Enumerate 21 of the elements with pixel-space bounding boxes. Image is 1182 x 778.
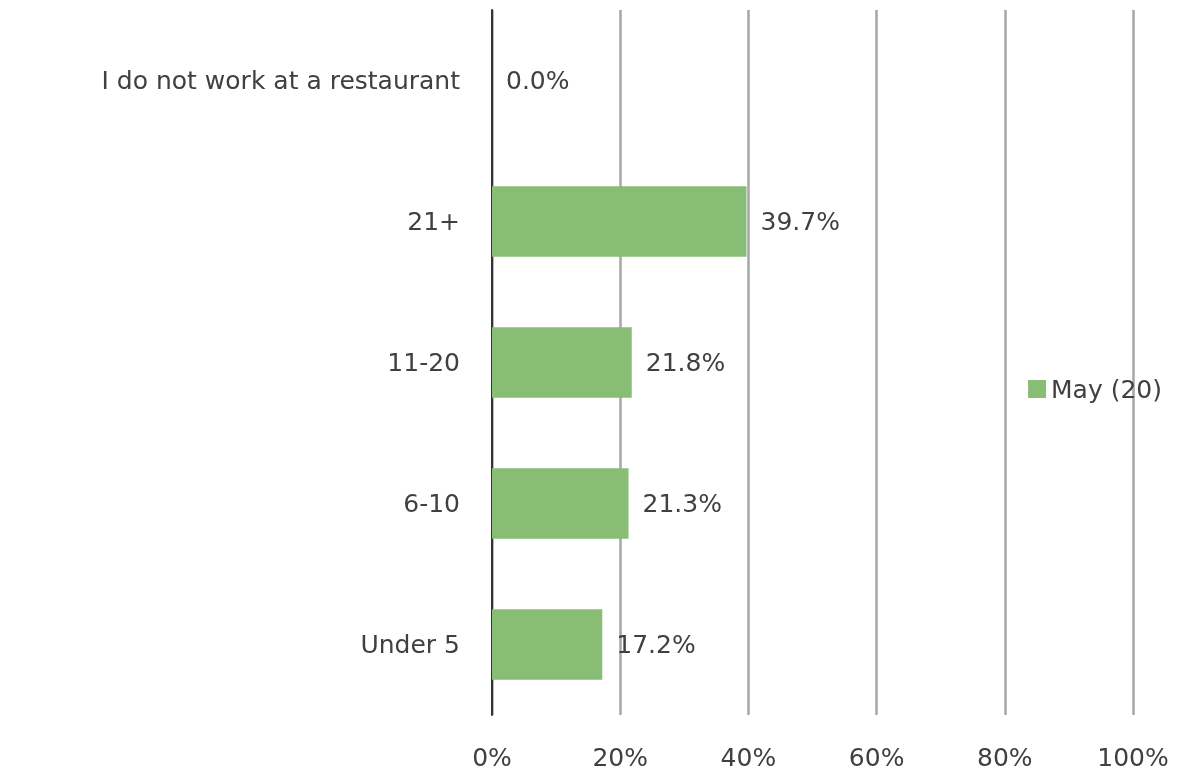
legend-label: May (20)	[1051, 374, 1162, 404]
bar	[492, 186, 747, 257]
x-tick-label: 40%	[720, 743, 777, 772]
data-label: 21.3%	[642, 489, 722, 518]
y-tick-label: 21+	[407, 207, 460, 236]
bar	[492, 609, 603, 680]
data-label: 39.7%	[760, 207, 840, 236]
x-tick-label: 100%	[1097, 743, 1169, 772]
bar	[492, 327, 632, 398]
x-tick-label: 60%	[848, 743, 905, 772]
x-tick-label: 80%	[977, 743, 1033, 772]
y-tick-label: 11-20	[387, 348, 460, 377]
y-tick-label: I do not work at a restaurant	[101, 66, 461, 95]
y-tick-label: 6-10	[403, 489, 460, 518]
data-label: 0.0%	[506, 66, 570, 95]
bar	[492, 468, 629, 539]
y-tick-label: Under 5	[360, 630, 460, 659]
x-tick-label: 0%	[472, 743, 512, 772]
data-label: 21.8%	[645, 348, 726, 377]
data-label: 17.2%	[616, 630, 696, 659]
x-tick-label: 20%	[592, 743, 648, 772]
